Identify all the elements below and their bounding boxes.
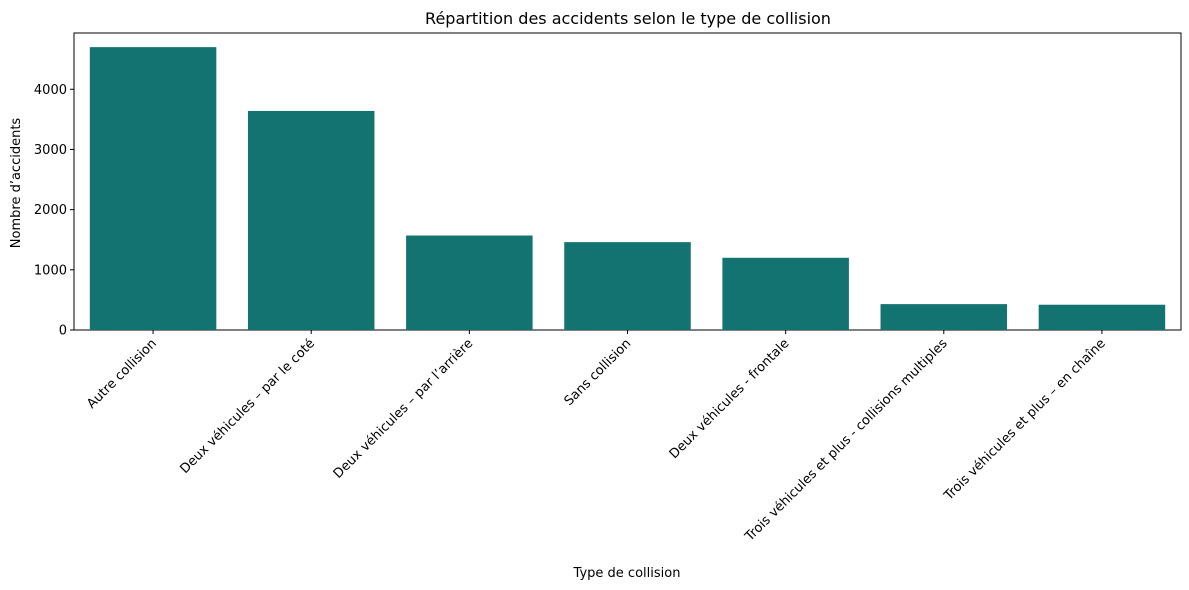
x-tick-label: Deux véhicules – par l’arrière bbox=[331, 336, 476, 481]
bar bbox=[406, 235, 533, 330]
y-tick-label: 2000 bbox=[34, 203, 67, 218]
x-axis: Autre collision Deux véhicules – par le c… bbox=[84, 330, 1109, 545]
y-axis: 0 1000 2000 3000 4000 bbox=[34, 83, 74, 339]
bar bbox=[89, 47, 217, 331]
x-tick-label: Deux véhicules - frontale bbox=[667, 336, 793, 462]
bar bbox=[722, 257, 849, 330]
x-axis-label: Type de collision bbox=[573, 566, 681, 581]
x-tick-label: Sans collision bbox=[562, 336, 635, 409]
x-tick-label: Trois véhicules et plus - collisions mul… bbox=[742, 336, 951, 545]
y-axis-label: Nombre d’accidents bbox=[9, 118, 24, 249]
y-tick-label: 3000 bbox=[34, 143, 67, 158]
chart-title: Répartition des accidents selon le type … bbox=[425, 9, 831, 28]
bar bbox=[247, 110, 375, 330]
x-tick-label: Trois véhicules et plus – en chaîne bbox=[941, 336, 1109, 504]
y-tick-label: 0 bbox=[59, 324, 67, 339]
x-tick-label: Autre collision bbox=[84, 336, 160, 412]
bar bbox=[1038, 304, 1166, 330]
y-tick-label: 1000 bbox=[34, 263, 67, 278]
x-tick-label: Deux véhicules – par le coté bbox=[177, 336, 318, 477]
bar bbox=[564, 242, 691, 330]
bar bbox=[880, 304, 1008, 330]
y-tick-label: 4000 bbox=[34, 83, 67, 98]
bars-group bbox=[89, 47, 1166, 331]
